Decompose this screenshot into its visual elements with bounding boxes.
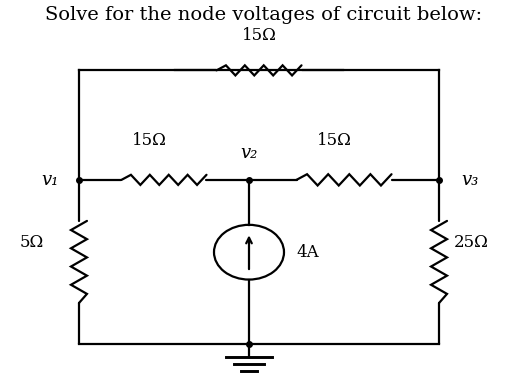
Text: v₁: v₁ <box>42 171 59 189</box>
Text: 15Ω: 15Ω <box>131 132 166 149</box>
Text: 15Ω: 15Ω <box>242 27 277 44</box>
Text: v₂: v₂ <box>240 144 258 162</box>
Text: 5Ω: 5Ω <box>20 234 44 251</box>
Text: Solve for the node voltages of circuit below:: Solve for the node voltages of circuit b… <box>45 6 483 24</box>
Text: 15Ω: 15Ω <box>317 132 352 149</box>
Text: 4A: 4A <box>297 244 319 261</box>
Text: v₃: v₃ <box>461 171 479 189</box>
Text: 25Ω: 25Ω <box>454 234 489 251</box>
